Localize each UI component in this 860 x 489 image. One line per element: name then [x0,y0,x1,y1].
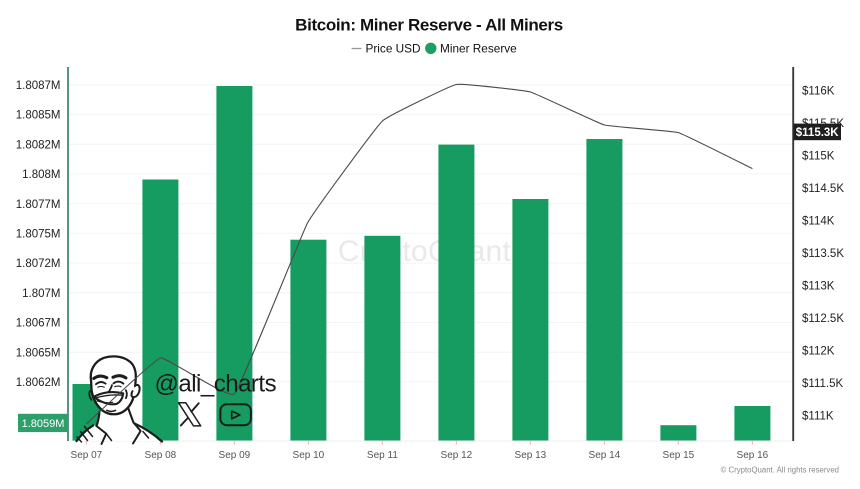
svg-text:@ali_charts: @ali_charts [155,371,277,398]
svg-text:Sep 09: Sep 09 [219,450,251,461]
svg-text:Sep 08: Sep 08 [145,450,177,461]
svg-text:© CryptoQuant. All rights rese: © CryptoQuant. All rights reserved [721,465,839,474]
svg-text:$112.5K: $112.5K [802,313,844,325]
svg-text:$113.5K: $113.5K [802,248,844,260]
svg-text:1.8082M: 1.8082M [16,139,61,151]
svg-text:$113K: $113K [802,281,835,293]
svg-text:$114.5K: $114.5K [802,183,844,195]
svg-text:$115.3K: $115.3K [796,127,840,139]
svg-text:Sep 14: Sep 14 [589,450,621,461]
svg-text:Sep 07: Sep 07 [71,450,103,461]
svg-text:Sep 11: Sep 11 [367,450,398,461]
svg-text:$115.5K: $115.5K [802,118,844,130]
svg-text:Miner Reserve: Miner Reserve [440,42,517,56]
svg-text:$114K: $114K [802,216,835,228]
svg-text:1.807M: 1.807M [22,288,60,300]
svg-text:1.8077M: 1.8077M [16,199,61,211]
svg-text:Bitcoin: Miner Reserve - All M: Bitcoin: Miner Reserve - All Miners [295,15,563,34]
svg-text:$111K: $111K [802,411,834,423]
svg-text:Sep 15: Sep 15 [663,450,695,461]
svg-text:1.8065M: 1.8065M [16,347,61,359]
svg-text:Price USD: Price USD [366,42,421,56]
svg-text:$116K: $116K [802,86,835,98]
svg-text:CryptoQuant: CryptoQuant [338,235,512,268]
svg-text:$115K: $115K [802,151,835,163]
svg-text:Sep 13: Sep 13 [515,450,547,461]
svg-text:Sep 12: Sep 12 [441,450,473,461]
svg-text:1.808M: 1.808M [22,169,60,181]
svg-text:1.8075M: 1.8075M [16,229,61,241]
svg-text:1.8059M: 1.8059M [22,418,65,430]
svg-text:Sep 10: Sep 10 [293,450,325,461]
svg-text:1.8062M: 1.8062M [16,377,61,389]
svg-text:1.8085M: 1.8085M [16,110,61,122]
svg-text:$112K: $112K [802,346,835,358]
svg-text:1.8087M: 1.8087M [16,80,61,92]
svg-text:1.8067M: 1.8067M [16,318,61,330]
svg-text:Sep 16: Sep 16 [737,450,769,461]
svg-text:$111.5K: $111.5K [802,378,843,390]
svg-text:1.8072M: 1.8072M [16,258,61,270]
